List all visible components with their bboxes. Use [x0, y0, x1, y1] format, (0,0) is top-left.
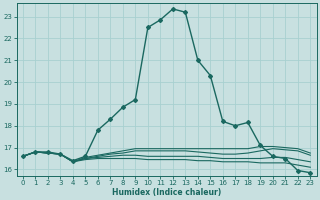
X-axis label: Humidex (Indice chaleur): Humidex (Indice chaleur): [112, 188, 221, 197]
